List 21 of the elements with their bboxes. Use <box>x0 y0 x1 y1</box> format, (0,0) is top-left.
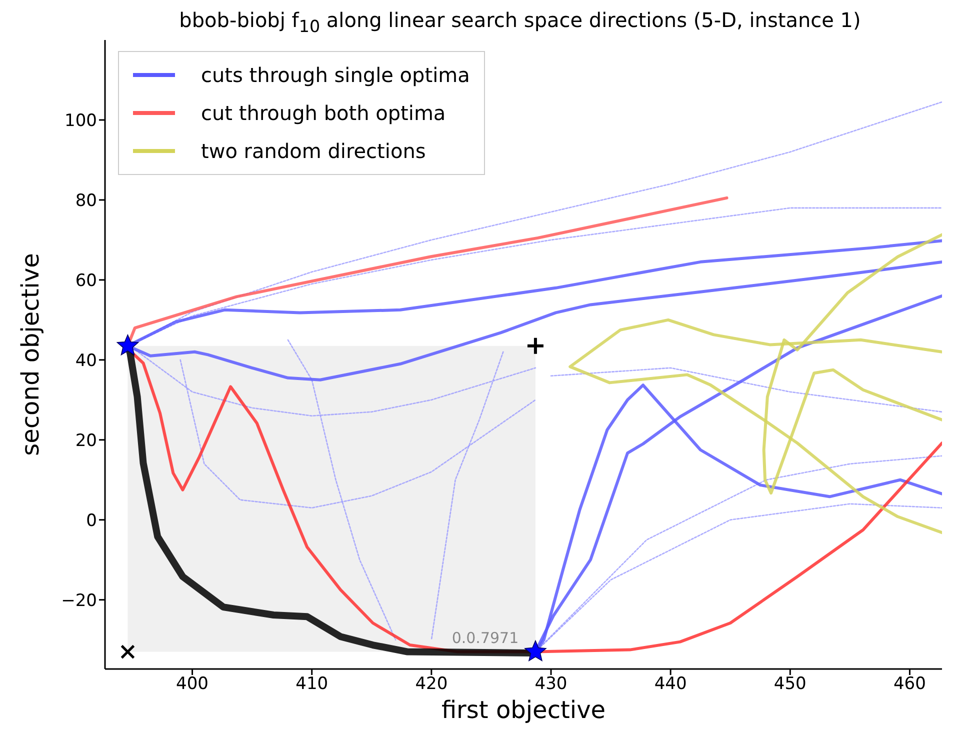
x-tick-label: 430 <box>534 674 568 694</box>
annotation: 0.0.7971 <box>452 628 519 647</box>
x-tick-label: 400 <box>176 674 209 694</box>
x-axis-title: first objective <box>441 696 606 724</box>
y-tick-label: 100 <box>64 111 97 132</box>
x-tick-label: 410 <box>296 674 328 694</box>
x-tick-label: 450 <box>774 674 806 694</box>
y-tick-label: 60 <box>75 270 97 291</box>
y-axis-title: second objective <box>16 253 45 456</box>
legend-label: two random directions <box>201 139 426 163</box>
y-tick-label: 80 <box>75 190 97 211</box>
y-tick-label: 20 <box>75 430 97 451</box>
legend-label: cut through both optima <box>201 101 446 125</box>
y-tick-label: 40 <box>75 350 97 371</box>
x-tick-label: 440 <box>654 674 687 694</box>
x-tick-label: 460 <box>893 674 926 694</box>
y-tick-label: −20 <box>61 590 97 611</box>
x-tick-label: 420 <box>415 674 448 694</box>
y-tick-label: 0 <box>86 510 97 531</box>
chart-title: bbob-biobj f$_{10}$ along linear search space directions (5-D, instance 1) <box>178 8 862 36</box>
legend-label: cuts through single optima <box>201 63 470 87</box>
